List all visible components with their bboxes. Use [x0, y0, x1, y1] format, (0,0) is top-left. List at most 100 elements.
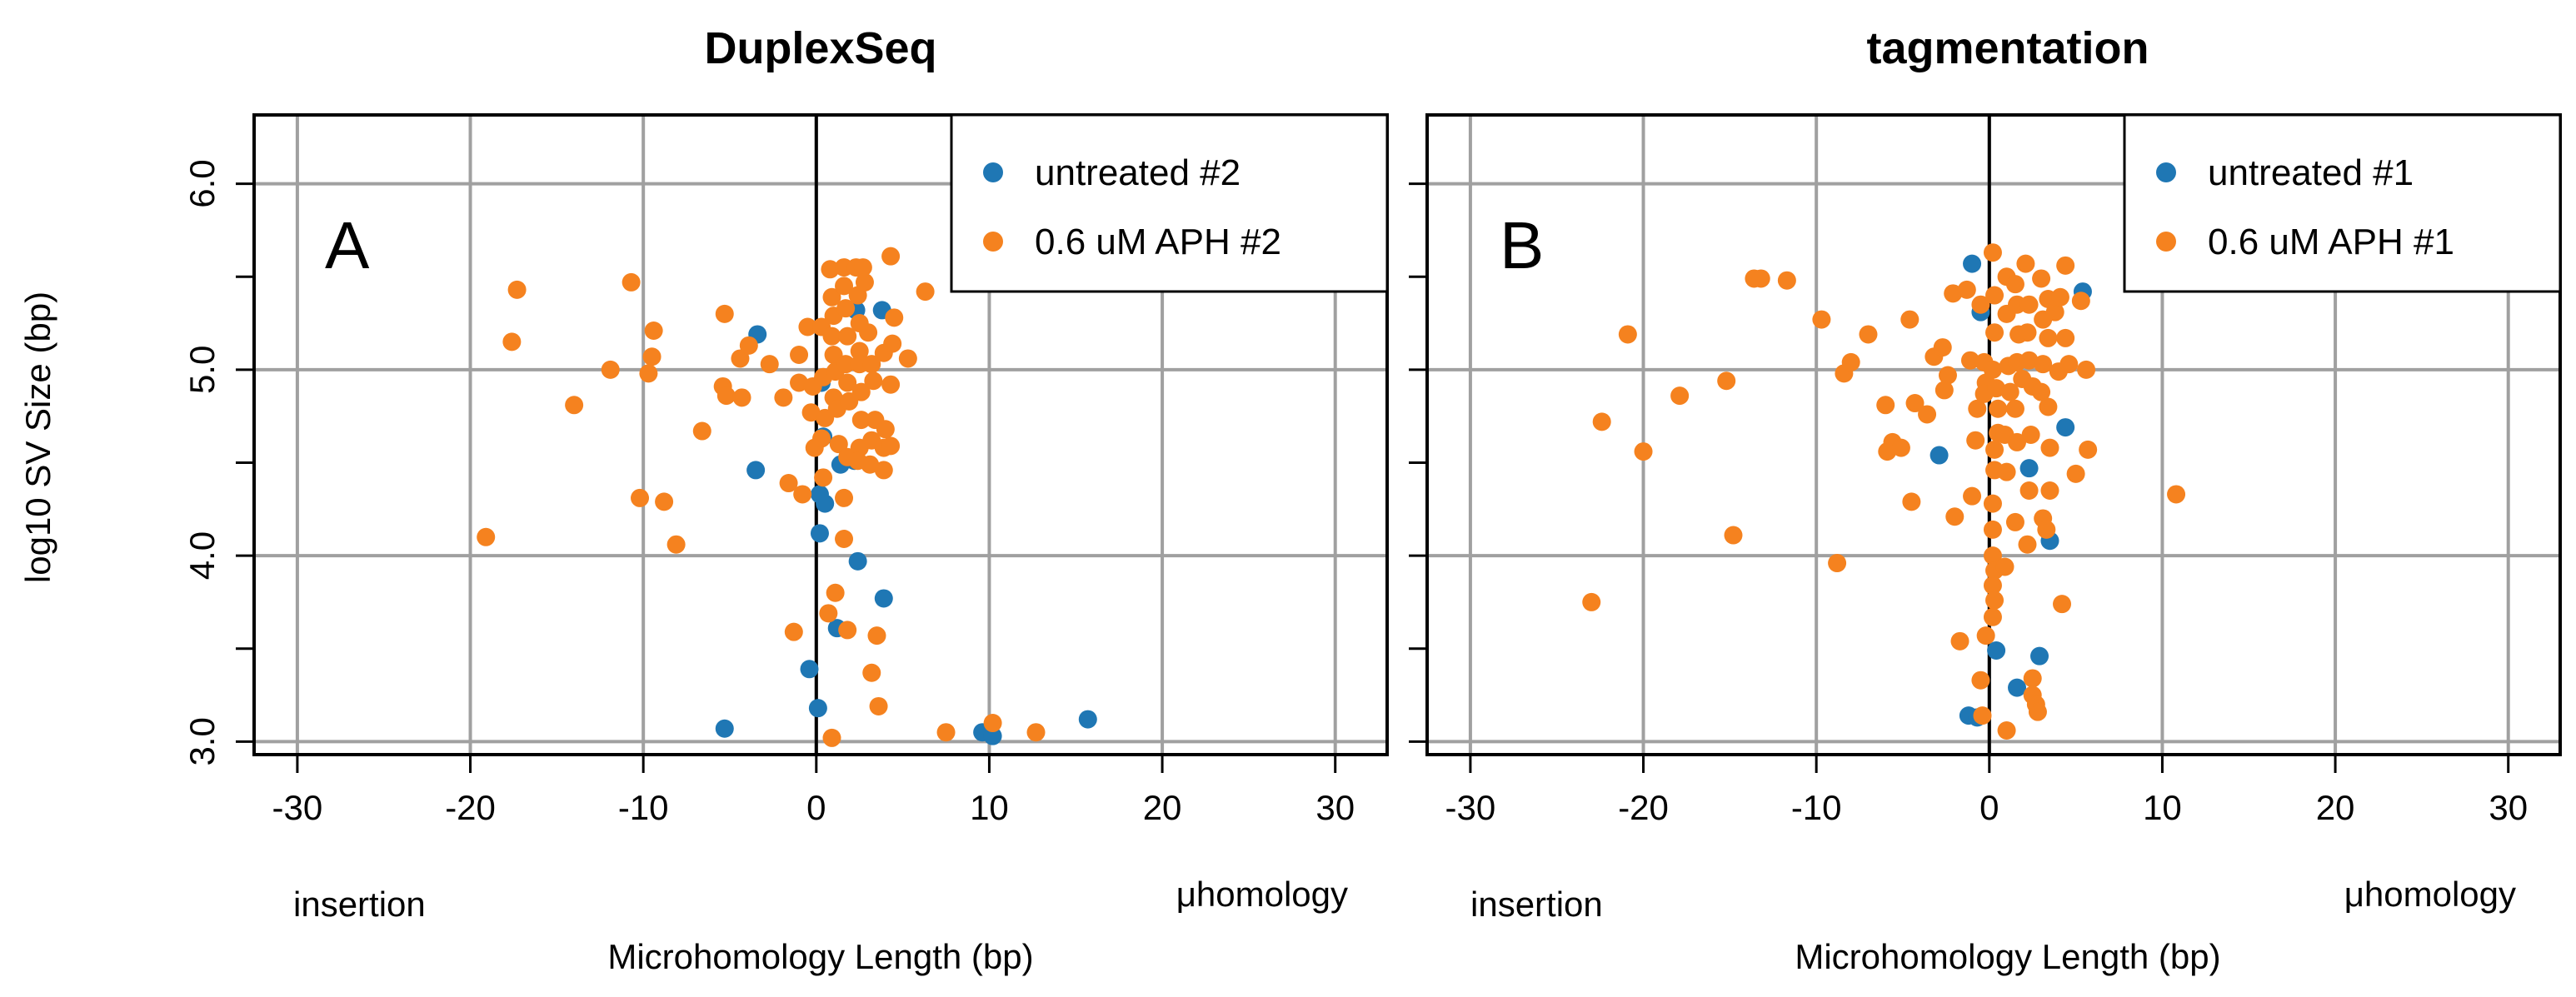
panel-b-x-tick-label: 20	[2316, 788, 2355, 827]
panel-a-aph-point	[869, 696, 888, 715]
panel-b-aph-point	[1891, 438, 1910, 457]
panel-b-aph-point	[1997, 462, 2016, 481]
panel-b-x-tick-label: -10	[1791, 788, 1842, 827]
panel-b-aph-point	[1918, 405, 1937, 424]
panel-b-aph-point	[1983, 607, 2002, 626]
panel-b-aph-point	[2021, 426, 2040, 444]
panel-a-untreated-point	[983, 726, 1002, 745]
panel-a-aph-point	[861, 455, 880, 474]
panel-a-aph-point	[862, 355, 881, 374]
panel-b-aph-point	[1983, 494, 2002, 513]
panel-a-aph-point	[855, 272, 874, 292]
panel-b-aph-point	[1997, 720, 2016, 740]
y-axis-label: log10 SV Size (bp)	[18, 292, 57, 583]
panel-a-x-axis-label: Microhomology Length (bp)	[607, 937, 1033, 976]
panel-b-untreated-point	[1987, 641, 2006, 660]
panel-b-x-axis: -30 -20 -10 0 10 20 30	[1445, 755, 2528, 827]
panel-a-aph-point	[502, 332, 522, 351]
panel-a-untreated-point	[1078, 710, 1097, 729]
panel-a-aph-point	[601, 360, 620, 379]
panel-b-aph-point	[2053, 595, 2072, 614]
panel-a-aph-point	[812, 429, 831, 448]
panel-a-aph-point	[655, 492, 674, 511]
panel-a-aph-point	[639, 364, 658, 383]
panel-a-aph-point	[838, 373, 857, 392]
panel-b-insertion-note: insertion	[1470, 885, 1603, 924]
panel-a-aph-point	[631, 488, 650, 507]
panel-a-aph-point	[477, 527, 496, 546]
panel-a-untreated-point	[808, 699, 827, 718]
panel-b-aph-point	[1841, 352, 1860, 371]
panel-a-aph-point	[819, 604, 838, 623]
panel-a-y-tick-label: 5.0	[182, 346, 222, 394]
panel-a-aph-point	[1026, 723, 1046, 742]
panel-a-aph-point	[642, 347, 661, 366]
panel-b-aph-point	[1995, 557, 2014, 576]
panel-b-untreated-point	[2019, 459, 2039, 478]
panel-a-title: DuplexSeq	[704, 23, 936, 73]
panel-a-aph-point	[798, 317, 817, 336]
panel-a-aph-point	[779, 474, 798, 493]
panel-a-aph-point	[853, 258, 872, 277]
panel-b-aph-point	[1670, 386, 1690, 406]
panel-b-aph-point	[1985, 323, 2004, 342]
panel-b-aph-point	[2018, 323, 2037, 342]
panel-b-aph-point	[1934, 381, 1954, 400]
panel-b-untreated-point	[2056, 418, 2075, 437]
panel-a-aph-point	[822, 728, 841, 747]
panel-b-aph-point	[2040, 438, 2059, 457]
panel-a-aph-point	[876, 420, 895, 439]
panel-a-legend-marker-untreated	[983, 162, 1003, 182]
panel-a-aph-point	[826, 583, 845, 602]
panel-a-aph-point	[801, 403, 821, 422]
panel-b-aph-point	[1582, 592, 1601, 611]
panel-a-aph-point	[838, 327, 857, 346]
panel-b-legend-label-untreated: untreated #1	[2208, 152, 2414, 193]
panel-b-aph-point	[2056, 328, 2075, 347]
panel-b-aph-point	[2023, 669, 2042, 688]
panel-a-aph-point	[859, 323, 878, 342]
panel-a-x-axis: -30 -20 -10 0 10 20 30	[272, 755, 1355, 827]
panel-b-aph-point	[2032, 269, 2051, 288]
panel-a-aph-point	[793, 485, 812, 504]
panel-b-aph-point	[1859, 325, 1878, 344]
panel-b-aph-point	[2005, 275, 2024, 294]
panel-a-aph-point	[692, 421, 711, 441]
panel-b-x-tick-label: 0	[1979, 788, 1999, 827]
panel-b-aph-point	[1983, 243, 2002, 262]
panel-b-aph-point	[1971, 670, 1990, 690]
panel-a-aph-point	[881, 375, 901, 394]
panel-b-x-tick-label: 30	[2489, 788, 2528, 827]
panel-b-legend-box	[2123, 113, 2562, 293]
panel-a-aph-point	[716, 386, 736, 406]
panel-a-legend: untreated #2 0.6 uM APH #2	[950, 113, 1389, 293]
panel-b-aph-point	[2077, 360, 2096, 379]
panel-b-x-tick-label: -20	[1618, 788, 1669, 827]
panel-a-aph-point	[666, 535, 686, 554]
panel-b-letter: B	[1500, 208, 1544, 282]
panel-a-x-tick-label: 0	[806, 788, 826, 827]
panel-b-x-tick-label: 10	[2143, 788, 2182, 827]
panel-b-aph-point	[2039, 328, 2058, 347]
panel-b-untreated-point	[1963, 254, 1982, 273]
panel-b-aph-point	[2019, 481, 2039, 500]
panel-b-aph-point	[2045, 302, 2064, 322]
panel-b-aph-point	[2008, 432, 2027, 451]
panel-b-x-tick-label: -30	[1445, 788, 1496, 827]
panel-a-aph-point	[622, 272, 641, 292]
panel-b-aph-point	[2000, 382, 2019, 401]
panel-b-aph-point	[1960, 351, 1979, 370]
panel-b-aph-point	[1717, 371, 1736, 391]
panel-a-aph-point	[874, 461, 893, 480]
panel-a-aph-point	[851, 382, 871, 401]
panel-a-aph-point	[790, 346, 809, 364]
panel-b-aph-point	[2056, 256, 2075, 275]
panel-a-aph-point	[883, 334, 902, 353]
panel-b-legend-marker-aph	[2156, 232, 2176, 252]
panel-a-aph-point	[864, 371, 883, 391]
panel-b-aph-point	[1905, 394, 1925, 413]
panel-a-aph-point	[731, 349, 750, 368]
panel-b-aph-point	[1985, 440, 2004, 459]
panel-a-untreated-point	[800, 660, 819, 679]
panel-a-aph-point	[829, 435, 848, 454]
